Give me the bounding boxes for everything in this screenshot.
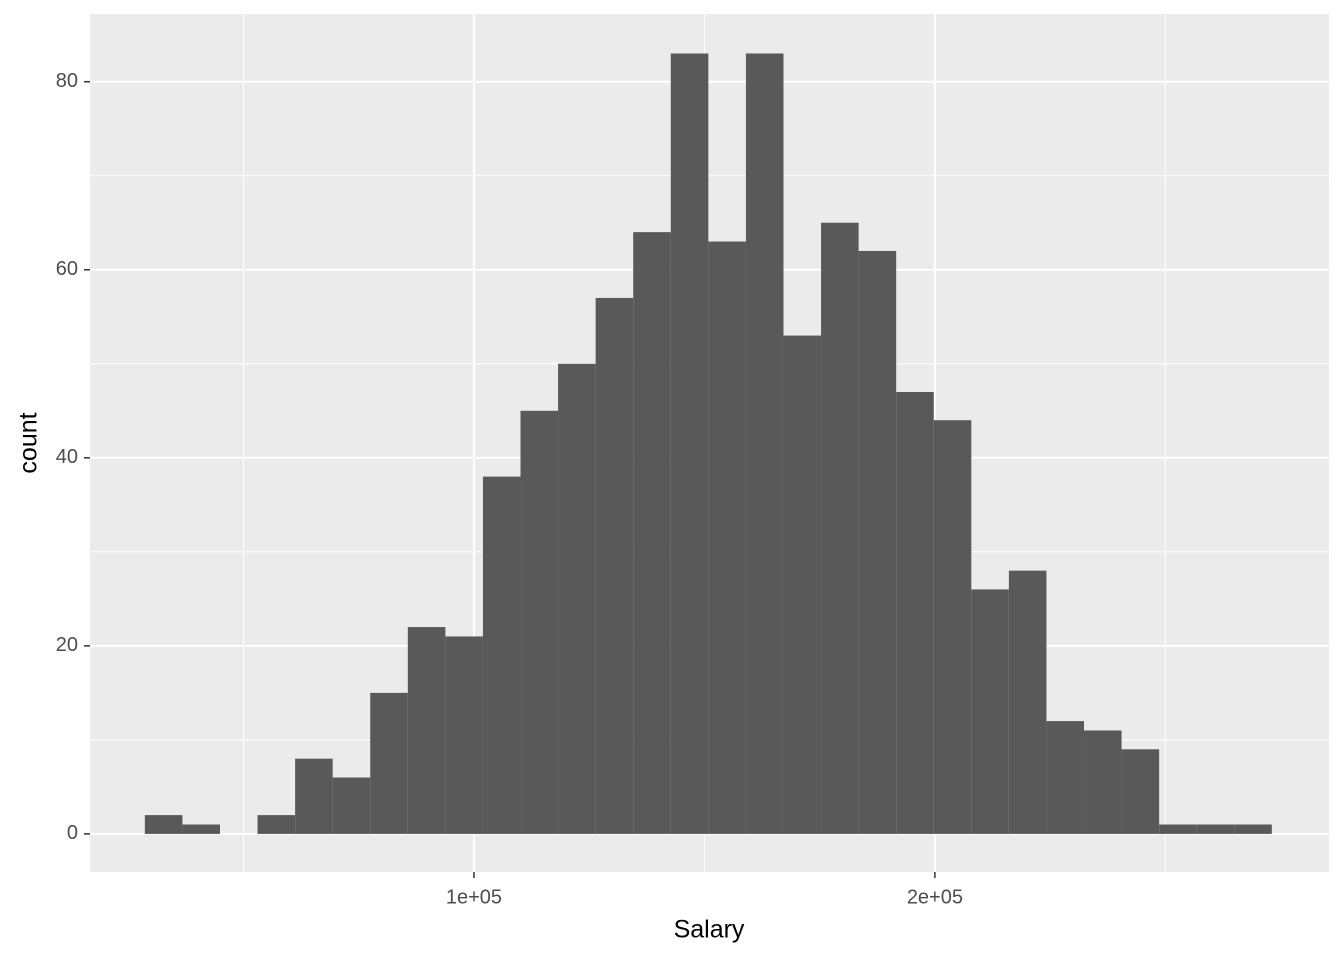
bar (821, 222, 859, 834)
bar (1159, 824, 1197, 834)
y-tick-label: 80 (56, 70, 78, 92)
bar (370, 692, 408, 834)
bar (1234, 824, 1272, 834)
bar (745, 53, 784, 834)
bar (520, 410, 559, 834)
bar (1046, 721, 1085, 834)
y-axis-title: count (15, 412, 43, 473)
bar (332, 777, 371, 834)
y-tick-label: 60 (56, 258, 78, 280)
y-tick-label: 40 (56, 446, 78, 468)
x-tick-label: 2e+05 (907, 886, 963, 908)
bar (670, 53, 709, 834)
axes: 1e+05 2e+05 0 20 40 60 80 (56, 70, 963, 908)
bar (482, 476, 521, 834)
bar (1008, 570, 1047, 834)
bar (933, 420, 972, 834)
bar (407, 627, 446, 834)
x-tick-label: 1e+05 (446, 886, 502, 908)
bar (182, 824, 220, 834)
bar (295, 758, 333, 834)
bar (858, 250, 897, 834)
y-tick-label: 20 (56, 634, 78, 656)
bar (633, 232, 671, 834)
bar (708, 241, 746, 834)
x-axis-title: Salary (674, 916, 745, 944)
bar (144, 815, 183, 834)
bars (144, 53, 1272, 834)
y-tick-label: 0 (67, 822, 78, 844)
bar (445, 636, 483, 834)
bar (971, 589, 1009, 834)
bar (1084, 730, 1122, 834)
bar (1121, 749, 1160, 834)
bar (558, 363, 596, 834)
bar (257, 815, 296, 834)
bar (595, 297, 634, 834)
bar (783, 335, 822, 834)
bar (896, 391, 934, 834)
bar (1196, 824, 1235, 834)
